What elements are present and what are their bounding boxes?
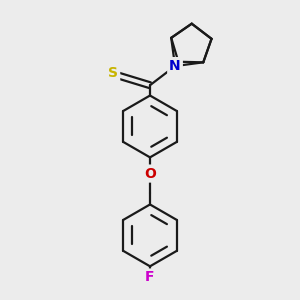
Text: F: F (145, 271, 155, 284)
Text: S: S (108, 66, 118, 80)
Text: N: N (169, 59, 181, 73)
Text: O: O (144, 167, 156, 181)
